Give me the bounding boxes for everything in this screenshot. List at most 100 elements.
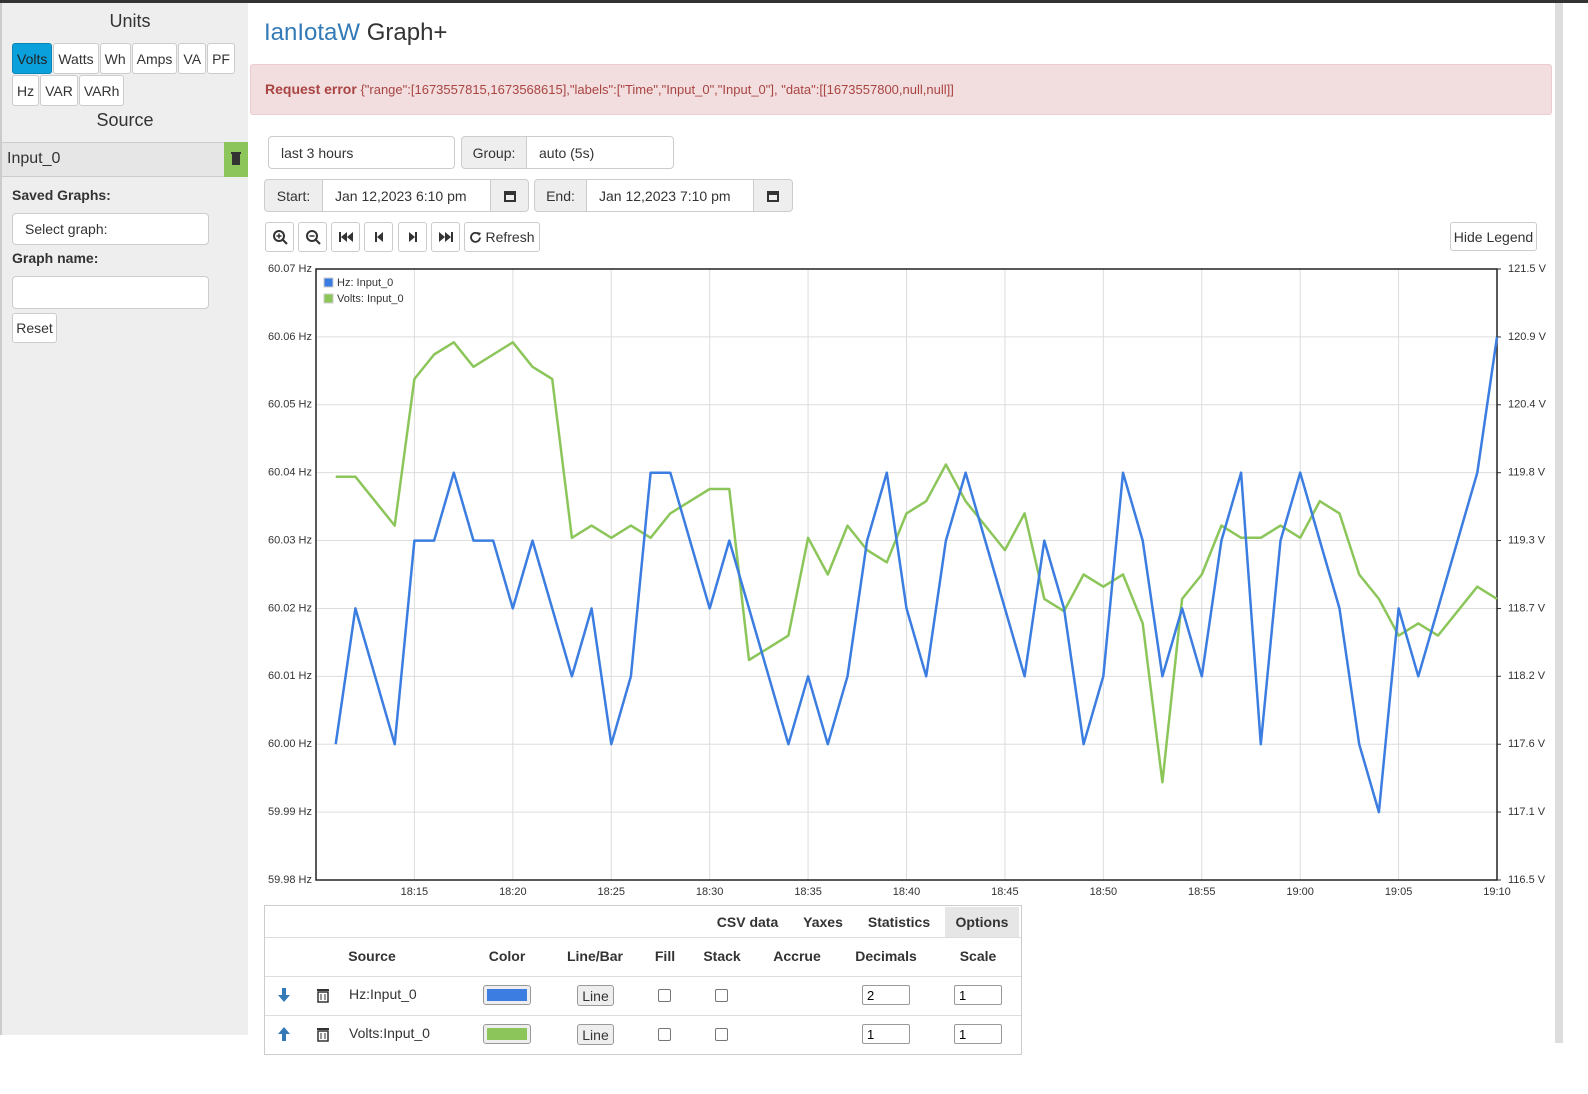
x-tick-label: 19:00 bbox=[1286, 886, 1314, 898]
y-tick-label: 60.02 Hz bbox=[268, 602, 312, 614]
y-tick-label: 59.98 Hz bbox=[268, 874, 312, 886]
options-panel bbox=[264, 905, 1022, 1055]
y-tick-label: 60.03 Hz bbox=[268, 534, 312, 546]
scale-input[interactable] bbox=[954, 985, 1002, 1005]
stack-checkbox[interactable] bbox=[715, 1028, 728, 1041]
tab[interactable]: CSV data bbox=[716, 914, 779, 930]
x-tick-label: 19:10 bbox=[1483, 886, 1511, 898]
color-swatch[interactable] bbox=[483, 1024, 531, 1044]
move-down[interactable] bbox=[277, 987, 291, 1003]
y-tick-label: 60.07 Hz bbox=[268, 263, 312, 275]
unit-button[interactable]: Wh bbox=[99, 43, 131, 74]
fill-checkbox[interactable] bbox=[658, 1028, 671, 1041]
row-rule bbox=[265, 1015, 1021, 1016]
end-text: Jan 12,2023 7:10 pm bbox=[599, 187, 731, 204]
scale-input[interactable] bbox=[954, 1024, 1002, 1044]
column-header: Color bbox=[488, 948, 526, 964]
plot-frame bbox=[315, 268, 1498, 881]
group-select[interactable]: auto (5s) bbox=[526, 136, 674, 169]
x-tick-label: 18:30 bbox=[696, 886, 724, 898]
hide-legend-button[interactable]: Hide Legend bbox=[1450, 222, 1537, 251]
units-title: Units bbox=[109, 11, 151, 31]
unit-button[interactable]: Watts bbox=[53, 43, 99, 74]
unit-button[interactable]: Hz bbox=[12, 75, 40, 106]
group-text: auto (5s) bbox=[539, 144, 595, 161]
decimals-input[interactable] bbox=[862, 985, 910, 1005]
source-item[interactable]: Input_0 bbox=[2, 142, 224, 177]
y2-tick-label: 117.1 V bbox=[1508, 806, 1546, 818]
previous[interactable] bbox=[364, 222, 393, 252]
unit-button[interactable]: VARh bbox=[78, 75, 125, 106]
y2-tick-label: 117.6 V bbox=[1508, 738, 1546, 750]
brand: IanIotaW bbox=[264, 19, 361, 46]
icon bbox=[408, 232, 417, 242]
delete-row[interactable] bbox=[316, 1026, 330, 1042]
range-select[interactable]: last 3 hours bbox=[268, 136, 455, 169]
x-tick-label: 18:25 bbox=[597, 886, 625, 898]
tab-rule bbox=[265, 937, 1021, 938]
error-alert: Request error {"range":[1673557815,16735… bbox=[250, 64, 1552, 115]
stack-checkbox[interactable] bbox=[715, 989, 728, 1002]
start-calendar[interactable] bbox=[490, 179, 529, 212]
y2-tick-label: 120.9 V bbox=[1508, 331, 1547, 343]
x-tick-label: 18:50 bbox=[1090, 886, 1118, 898]
chart: 59.98 Hz 59.99 Hz 60.00 Hz 60.01 Hz 60.02 Hz… bbox=[268, 263, 1547, 898]
row-source: Hz:Input_0 bbox=[349, 986, 417, 1002]
next[interactable] bbox=[398, 222, 427, 252]
column-header: Stack bbox=[703, 948, 741, 964]
move-up[interactable] bbox=[277, 1026, 291, 1042]
y-tick-label: 60.06 Hz bbox=[268, 331, 312, 343]
graph-name-label: Graph name: bbox=[12, 250, 99, 266]
unit-button[interactable]: VAR bbox=[40, 75, 78, 106]
reset-button[interactable]: Reset bbox=[12, 313, 57, 343]
color-fill bbox=[487, 1028, 527, 1040]
y-tick-label: 60.00 Hz bbox=[268, 738, 312, 750]
saved-graphs-label: Saved Graphs: bbox=[12, 187, 111, 203]
tab[interactable]: Statistics bbox=[867, 914, 931, 930]
calendar-icon bbox=[503, 190, 516, 202]
decimals-input[interactable] bbox=[862, 1024, 910, 1044]
tab[interactable]: Options bbox=[945, 907, 1019, 937]
color-swatch[interactable] bbox=[483, 985, 531, 1005]
line-bar-button[interactable]: Line bbox=[577, 985, 614, 1006]
select-graph[interactable]: Select graph: bbox=[12, 213, 209, 245]
icon bbox=[338, 232, 353, 242]
first[interactable] bbox=[331, 222, 360, 252]
end-input[interactable]: Jan 12,2023 7:10 pm bbox=[586, 179, 754, 212]
unit-button[interactable]: Amps bbox=[131, 43, 178, 74]
x-tick-label: 18:35 bbox=[794, 886, 822, 898]
end-calendar[interactable] bbox=[753, 179, 793, 212]
tab[interactable]: Yaxes bbox=[803, 914, 843, 930]
y-tick-label: 60.04 Hz bbox=[268, 467, 312, 479]
zoom-in[interactable] bbox=[265, 222, 294, 252]
unit-button[interactable]: VA bbox=[178, 43, 207, 74]
column-header: Fill bbox=[654, 948, 676, 964]
line-bar-button[interactable]: Line bbox=[577, 1024, 614, 1045]
legend-label: Volts: Input_0 bbox=[337, 293, 404, 305]
column-header: Scale bbox=[959, 948, 997, 964]
icon bbox=[470, 231, 482, 243]
refresh-text: Refresh bbox=[485, 229, 535, 245]
source-delete[interactable] bbox=[224, 142, 248, 177]
zoom-out[interactable] bbox=[298, 222, 327, 252]
unit-buttons: Volts Watts Wh Amps VA PF Hz VAR VARh bbox=[12, 43, 236, 107]
last[interactable] bbox=[431, 222, 460, 252]
unit-button[interactable]: Volts bbox=[12, 43, 53, 74]
column-header: Line/Bar bbox=[566, 948, 624, 964]
select-text: Select graph: bbox=[25, 221, 108, 237]
start-text: Jan 12,2023 6:10 pm bbox=[335, 187, 467, 204]
x-tick-label: 18:15 bbox=[401, 886, 429, 898]
refresh-button[interactable]: Refresh bbox=[464, 222, 540, 252]
delete-row[interactable] bbox=[316, 987, 330, 1003]
start-input[interactable]: Jan 12,2023 6:10 pm bbox=[322, 179, 491, 212]
error-text: {"range":[1673557815,1673568615],"labels… bbox=[360, 82, 954, 97]
icon bbox=[438, 232, 453, 242]
series-line bbox=[335, 341, 1498, 784]
icon bbox=[272, 230, 288, 245]
end-label: End: bbox=[534, 179, 587, 212]
scrollbar bbox=[1555, 3, 1563, 1043]
graph-name-input[interactable] bbox=[12, 276, 209, 309]
unit-button[interactable]: PF bbox=[207, 43, 235, 74]
fill-checkbox[interactable] bbox=[658, 989, 671, 1002]
